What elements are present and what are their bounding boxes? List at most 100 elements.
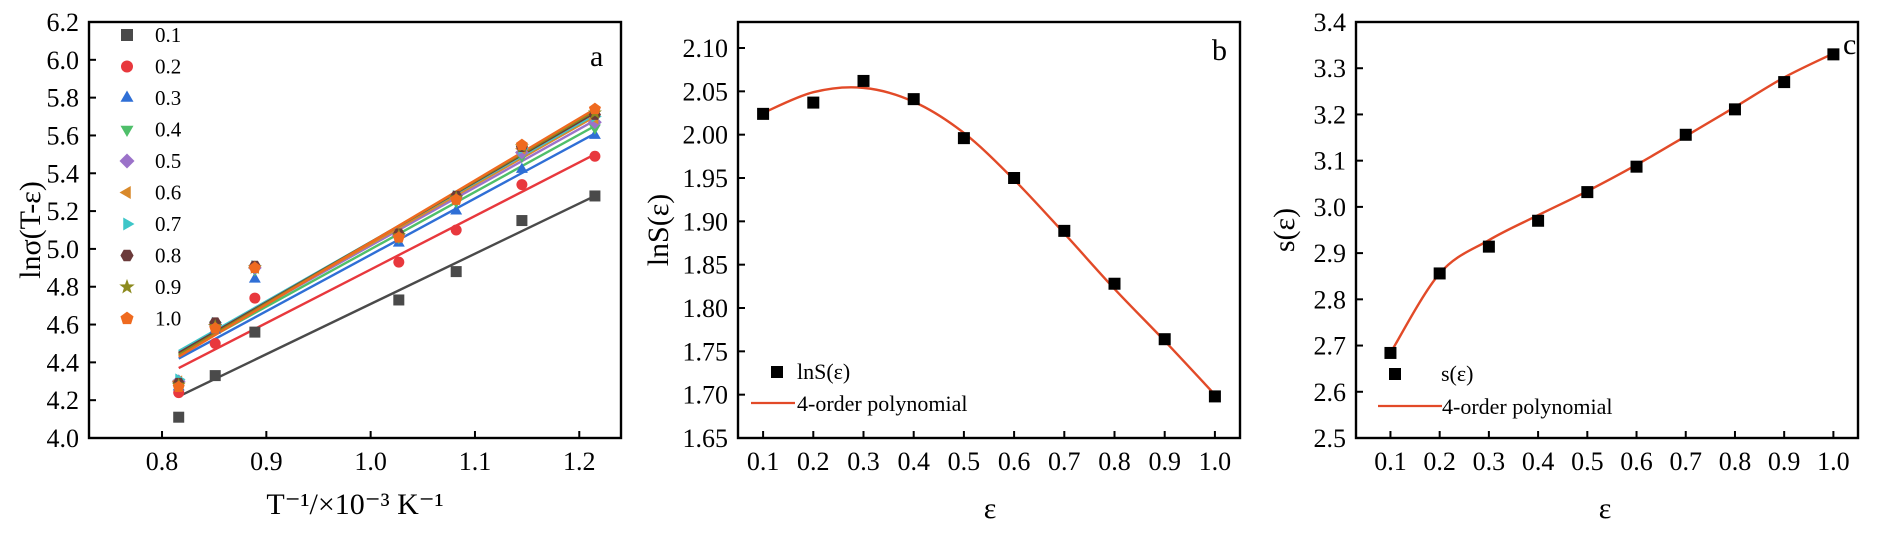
x-tick-label-c-1: 0.2 <box>1423 447 1456 476</box>
legend-b: lnS(ε) 4-order polynomial <box>751 359 967 416</box>
data-point-0.1-2 <box>249 326 261 338</box>
legend-marker-0.4 <box>120 125 134 137</box>
y-tick-label-c-1: 2.6 <box>1314 378 1347 407</box>
panel-label-c: c <box>1843 28 1856 61</box>
y-tick-label-a-9: 5.8 <box>47 84 80 113</box>
legend-marker-0.2 <box>121 60 133 73</box>
data-point-c-4 <box>1581 186 1594 199</box>
x-tick-label-c-0: 0.1 <box>1374 447 1407 476</box>
data-point-0.2-4 <box>450 224 462 236</box>
x-tick-label-c-5: 0.6 <box>1620 447 1653 476</box>
legend-marker-0.6 <box>119 186 131 199</box>
x-axis-label-a: T⁻¹/×10⁻³ K⁻¹ <box>266 488 443 521</box>
y-tick-label-a-1: 4.2 <box>47 386 80 415</box>
fit-line-1.0 <box>178 107 596 358</box>
legend-label-0.5: 0.5 <box>155 149 181 173</box>
y-tick-label-a-3: 4.6 <box>47 311 80 340</box>
fit-curve-c <box>1389 52 1834 354</box>
y-tick-label-b-7: 2.00 <box>683 121 729 150</box>
x-tick-label-b-2: 0.3 <box>847 447 880 476</box>
y-tick-label-c-6: 3.1 <box>1314 147 1347 176</box>
y-axis-label-c: s(ε) <box>1268 208 1301 252</box>
data-point-0.1-5 <box>516 215 528 227</box>
x-tick-label-b-5: 0.6 <box>998 447 1031 476</box>
y-tick-label-c-8: 3.3 <box>1314 54 1347 83</box>
legend-marker-0.1 <box>121 29 133 41</box>
fit-line-0.3 <box>178 132 596 360</box>
x-tick-label-c-8: 0.9 <box>1768 447 1801 476</box>
data-point-c-0 <box>1384 346 1397 359</box>
data-point-1.0-0 <box>172 380 185 393</box>
data-point-c-3 <box>1532 214 1545 227</box>
data-point-0.1-3 <box>393 294 405 306</box>
legend-marker-0.3 <box>120 90 134 102</box>
x-tick-label-b-3: 0.4 <box>897 447 930 476</box>
x-tick-label-c-3: 0.4 <box>1522 447 1555 476</box>
x-tick-label-b-7: 0.8 <box>1098 447 1131 476</box>
data-point-b-1 <box>807 96 820 109</box>
data-point-1.0-1 <box>209 322 222 334</box>
data-point-c-8 <box>1778 76 1791 89</box>
data-point-b-4 <box>957 132 970 145</box>
y-tick-label-b-4: 1.85 <box>683 251 729 280</box>
data-point-0.3-2 <box>248 272 261 283</box>
data-point-b-5 <box>1008 172 1021 184</box>
legend-label-0.1: 0.1 <box>155 23 181 47</box>
y-tick-label-a-5: 5.0 <box>47 235 80 264</box>
legend-marker-0.5 <box>119 153 135 169</box>
data-point-1.0-6 <box>588 102 601 115</box>
y-tick-label-a-4: 4.8 <box>47 273 80 302</box>
legend-label-0.2: 0.2 <box>155 55 181 79</box>
data-point-0.4-6 <box>588 124 601 135</box>
x-tick-label-c-7: 0.8 <box>1719 447 1752 476</box>
y-tick-label-c-5: 3.0 <box>1314 193 1347 222</box>
fit-line-0.2 <box>178 153 596 370</box>
x-tick-label-a-0: 0.8 <box>146 447 179 476</box>
data-point-0.1-6 <box>589 190 601 202</box>
y-tick-label-c-3: 2.8 <box>1314 285 1347 314</box>
x-tick-label-a-2: 1.0 <box>354 447 387 476</box>
y-tick-label-a-8: 5.6 <box>47 121 80 150</box>
data-point-1.0-5 <box>515 138 528 151</box>
data-point-0.2-5 <box>516 179 528 191</box>
y-tick-label-b-1: 1.70 <box>683 381 729 410</box>
y-tick-label-a-7: 5.4 <box>47 159 80 188</box>
data-point-b-0 <box>757 107 770 120</box>
x-tick-label-b-1: 0.2 <box>797 447 830 476</box>
y-tick-label-b-9: 2.10 <box>683 34 729 63</box>
data-point-0.1-0 <box>173 411 185 423</box>
x-tick-label-b-6: 0.7 <box>1048 447 1081 476</box>
legend-label-points-c: s(ε) <box>1441 361 1473 386</box>
panel-a: 0.8 0.9 1.0 1.1 1.2 4.0 4.2 4.4 4.6 4.8 5.0 5.2 5.4 5… <box>14 8 623 521</box>
data-point-0.2-1 <box>209 337 221 349</box>
y-axis-label-b: lnS(ε) <box>642 194 675 267</box>
y-tick-label-a-6: 5.2 <box>47 197 80 226</box>
data-point-c-9 <box>1827 48 1840 61</box>
data-point-b-7 <box>1108 277 1121 290</box>
data-point-c-5 <box>1630 160 1643 173</box>
plot-frame-a <box>87 20 623 440</box>
panel-b: 0.1 0.2 0.3 0.4 0.5 0.6 0.7 0.8 0.9 1.0 1.65 1.70 1.… <box>642 20 1242 525</box>
y-tick-label-b-8: 2.05 <box>683 77 729 106</box>
legend-marker-0.8 <box>120 249 134 262</box>
data-point-b-6 <box>1058 224 1071 237</box>
legend-label-0.8: 0.8 <box>155 244 181 268</box>
x-axis-label-c: ε <box>1599 492 1612 525</box>
x-tick-label-c-6: 0.7 <box>1669 447 1702 476</box>
x-tick-label-c-4: 0.5 <box>1571 447 1604 476</box>
x-tick-label-c-2: 0.3 <box>1473 447 1506 476</box>
x-tick-label-a-4: 1.2 <box>563 447 596 476</box>
legend-label-0.3: 0.3 <box>155 86 181 110</box>
panel-label-a: a <box>590 40 603 73</box>
plot-frame-c <box>1354 20 1860 440</box>
x-tick-label-a-3: 1.1 <box>459 447 492 476</box>
x-tick-label-b-8: 0.9 <box>1148 447 1181 476</box>
legend-marker-0.9 <box>119 278 135 294</box>
legend-marker-c <box>1389 368 1401 380</box>
y-tick-label-c-9: 3.4 <box>1314 8 1347 37</box>
legend-label-fit-b: 4-order polynomial <box>797 391 967 416</box>
data-point-0.2-6 <box>589 150 601 162</box>
y-tick-label-b-2: 1.75 <box>683 337 729 366</box>
legend-label-0.7: 0.7 <box>155 212 181 236</box>
